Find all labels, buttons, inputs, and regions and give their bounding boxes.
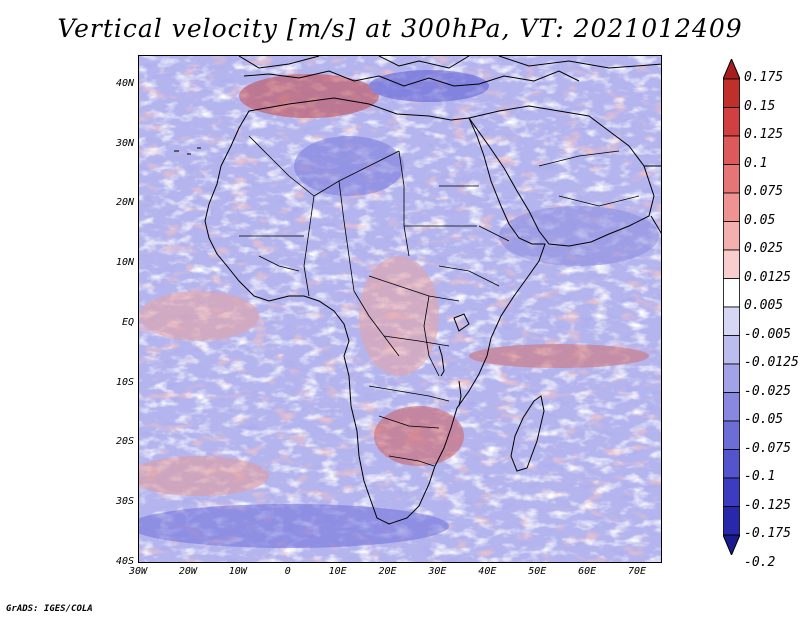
colorbar-label: -0.2	[744, 554, 776, 570]
colorbar-segment	[723, 449, 740, 479]
colorbar-label: -0.075	[744, 440, 791, 456]
latitude-label: 30S	[115, 496, 134, 508]
lake-victoria	[453, 313, 470, 332]
colorbar-segment	[723, 392, 740, 422]
longitude-label: 50E	[528, 566, 547, 577]
country-borders	[239, 135, 640, 467]
india-coastline	[644, 165, 661, 234]
colorbar-label: -0.125	[744, 497, 791, 513]
colorbar-segment	[723, 249, 740, 279]
longitude-label: 30E	[428, 566, 447, 577]
colorbar-label: 0.1	[744, 155, 768, 171]
latitude-label: 20S	[115, 436, 134, 448]
longitude-label: 70E	[628, 566, 647, 577]
latitude-label: 40N	[115, 77, 134, 89]
longitude-label: 10E	[328, 566, 347, 577]
colorbar-label: 0.0125	[744, 269, 791, 285]
colorbar-segment	[723, 363, 740, 393]
colorbar-label: 0.05	[744, 212, 776, 228]
colorbar-label: -0.1	[744, 469, 776, 484]
arabia-coastline	[468, 105, 655, 247]
europe-coastline	[238, 56, 661, 69]
colorbar-label: 0.025	[744, 241, 784, 256]
colorbar-label: -0.175	[744, 526, 791, 541]
colorbar-segment	[723, 107, 740, 137]
lake-tanganyika	[438, 345, 445, 377]
colorbar-label: 0.005	[744, 298, 784, 313]
colorbar-label: 0.075	[744, 184, 784, 199]
colorbar-segment	[723, 506, 740, 536]
longitude-label: 10W	[228, 566, 247, 577]
longitude-label: 20E	[378, 566, 397, 577]
lake-malawi	[458, 380, 462, 407]
latitude-label: 20N	[115, 197, 134, 209]
longitude-label: 0	[284, 566, 291, 577]
mediterranean-coastline	[243, 70, 580, 87]
colorbar	[723, 59, 740, 555]
longitude-label: 30W	[128, 566, 148, 577]
velocity-field	[139, 56, 661, 562]
colorbar-segment	[723, 420, 740, 450]
colorbar-segment	[723, 164, 740, 194]
map-title: Vertical velocity [m/s] at 300hPa, VT: 2…	[57, 14, 743, 43]
colorbar-segment	[723, 192, 740, 222]
coastlines-and-borders	[174, 56, 661, 525]
africa-coastline	[204, 97, 546, 525]
grads-credit: GrADS: IGES/COLA	[6, 604, 93, 614]
map-plot-area	[138, 55, 662, 563]
longitude-label: 60E	[578, 566, 597, 577]
colorbar-max-arrow	[723, 59, 740, 80]
madagascar-coastline	[510, 395, 545, 472]
colorbar-segment	[723, 335, 740, 365]
colorbar-label: -0.005	[744, 326, 791, 342]
latitude-label: EQ	[121, 316, 134, 328]
colorbar-label: 0.175	[744, 70, 784, 85]
colorbar-segment	[723, 477, 740, 507]
longitude-label: 20W	[178, 566, 197, 577]
colorbar-label: -0.025	[744, 383, 791, 399]
latitude-label: 10S	[115, 376, 134, 388]
colorbar-min-arrow	[723, 534, 740, 555]
colorbar-segment	[723, 135, 740, 165]
colorbar-label: -0.0125	[744, 355, 799, 370]
colorbar-segment	[723, 221, 740, 251]
colorbar-segment	[723, 278, 740, 308]
latitude-label: 10N	[115, 257, 134, 269]
canary-islands	[174, 147, 201, 155]
colorbar-segment	[723, 306, 740, 336]
colorbar-segment	[723, 78, 740, 108]
latitude-label: 40S	[115, 556, 134, 567]
colorbar-label: -0.05	[744, 412, 784, 427]
longitude-label: 40E	[478, 566, 497, 577]
colorbar-label: 0.125	[744, 127, 784, 142]
latitude-label: 30N	[115, 137, 134, 149]
field-regional-features	[139, 70, 659, 548]
colorbar-label: 0.15	[744, 98, 776, 114]
